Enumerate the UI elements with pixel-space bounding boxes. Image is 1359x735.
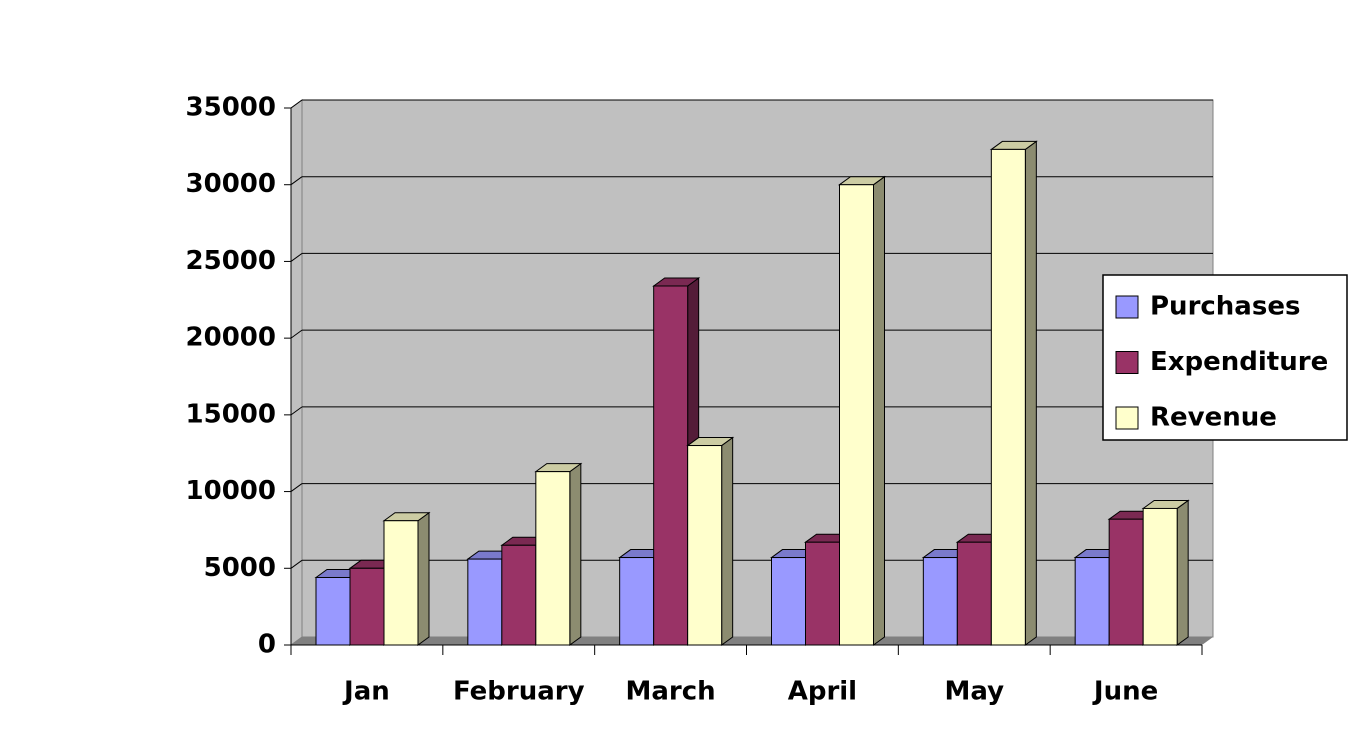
bar	[839, 184, 874, 646]
y-tick-label: 30000	[186, 169, 276, 199]
x-tick-label: March	[625, 677, 715, 707]
bar	[467, 558, 503, 646]
bar	[1108, 518, 1144, 646]
legend	[1102, 274, 1348, 441]
y-tick-label: 20000	[186, 323, 276, 353]
y-tick-label: 10000	[186, 476, 276, 506]
bar	[1142, 507, 1178, 646]
grid-line	[290, 253, 303, 262]
y-tick-label: 15000	[186, 399, 276, 429]
bar	[956, 541, 992, 646]
legend-swatch	[1115, 406, 1139, 430]
y-tick-label: 5000	[204, 553, 276, 583]
grid-line	[290, 99, 303, 109]
legend-label: Revenue	[1150, 403, 1277, 433]
bar	[535, 471, 571, 646]
grid-line	[290, 329, 303, 339]
bar	[990, 148, 1026, 646]
legend-swatch	[1115, 295, 1139, 319]
bar-side	[721, 436, 734, 646]
x-tick-label: May	[944, 677, 1004, 707]
legend-label: Expenditure	[1150, 347, 1328, 377]
bar	[619, 557, 655, 646]
grid-line	[290, 559, 303, 569]
x-tick-label: Jan	[342, 677, 390, 707]
bar	[687, 445, 723, 646]
x-tick-label: April	[788, 677, 857, 707]
bar	[383, 520, 419, 646]
bar-side	[417, 511, 430, 646]
bar	[501, 544, 537, 646]
grid-line	[290, 406, 303, 416]
bar	[653, 285, 689, 646]
side-wall	[290, 99, 303, 646]
bar	[805, 541, 840, 646]
x-tick-label: February	[453, 677, 585, 707]
legend-swatch	[1115, 351, 1139, 374]
bar	[315, 576, 351, 646]
bar	[349, 567, 385, 646]
bar	[922, 557, 958, 646]
x-tick-label: June	[1092, 677, 1158, 707]
grid-line	[290, 176, 303, 186]
grid-line	[290, 483, 303, 492]
y-tick-label: 0	[258, 630, 276, 660]
bar-side	[873, 175, 885, 646]
legend-label: Purchases	[1150, 292, 1300, 322]
bar-side	[1024, 140, 1037, 646]
y-tick-label: 35000	[186, 93, 276, 123]
bar	[1074, 557, 1110, 646]
bar-side	[1176, 499, 1189, 646]
bar-side	[569, 462, 582, 646]
bar	[771, 557, 806, 646]
y-tick-label: 25000	[186, 246, 276, 276]
